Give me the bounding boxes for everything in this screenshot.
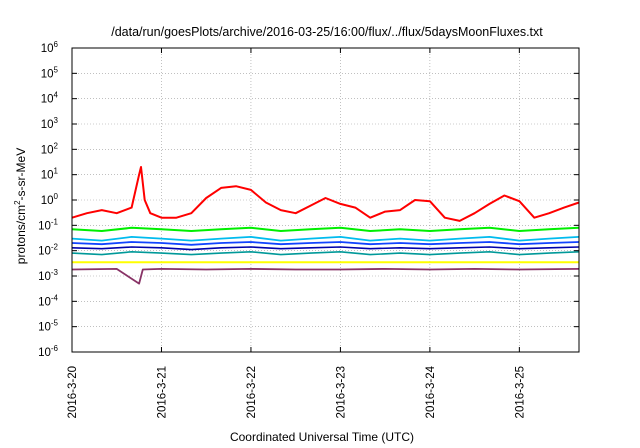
y-tick-label: 105 <box>41 65 59 80</box>
series-line-6 <box>71 251 580 256</box>
x-axis-label: Coordinated Universal Time (UTC) <box>230 430 414 444</box>
y-axis-label-rest: -s-sr-MeV <box>14 148 28 201</box>
y-tick-exponent: -2 <box>51 243 59 252</box>
y-tick-exponent: 1 <box>54 167 59 176</box>
x-tick-label: 2016-3-24 <box>425 365 437 418</box>
y-tick-base: 10 <box>38 347 51 359</box>
y-tick-label: 10-4 <box>38 293 58 308</box>
x-tick-label: 2016-3-25 <box>514 366 526 418</box>
y-tick-exponent: 2 <box>54 141 59 150</box>
y-axis: 10-610-510-410-310-210-11001011021031041… <box>38 40 579 359</box>
y-tick-label: 10-5 <box>38 319 58 334</box>
y-tick-label: 102 <box>41 141 59 156</box>
y-tick-exponent: 3 <box>54 116 59 125</box>
data-series <box>71 166 580 285</box>
y-tick-exponent: 6 <box>54 40 59 49</box>
y-tick-label: 104 <box>41 91 59 106</box>
y-tick-label: 100 <box>41 192 59 207</box>
y-axis-label-superscript: 2 <box>13 200 22 205</box>
grid-lines <box>72 48 579 352</box>
y-tick-label: 101 <box>41 167 59 182</box>
y-tick-exponent: 4 <box>54 91 59 100</box>
y-tick-exponent: -5 <box>51 319 59 328</box>
series-line-2 <box>71 226 580 232</box>
series-line-5 <box>71 246 580 251</box>
series-line-4 <box>71 241 580 246</box>
y-tick-base: 10 <box>41 170 54 182</box>
series-line-1 <box>71 166 580 222</box>
x-tick-label: 2016-3-21 <box>156 366 168 418</box>
series-line-3 <box>71 235 580 242</box>
y-tick-exponent: 5 <box>54 65 59 74</box>
plot-frame <box>71 47 580 353</box>
y-tick-label: 10-3 <box>38 268 58 283</box>
x-tick-label: 2016-3-20 <box>67 366 79 418</box>
y-tick-base: 10 <box>41 119 54 131</box>
y-tick-base: 10 <box>41 43 54 55</box>
y-tick-base: 10 <box>38 296 51 308</box>
chart-title: /data/run/goesPlots/archive/2016-03-25/1… <box>111 25 543 39</box>
y-tick-base: 10 <box>38 220 51 232</box>
y-axis-label-main: protons/cm <box>14 205 28 264</box>
y-axis-label: protons/cm2-s-sr-MeV <box>13 148 28 264</box>
y-tick-label: 10-2 <box>38 243 58 258</box>
x-tick-label: 2016-3-22 <box>246 366 258 418</box>
y-tick-label: 106 <box>41 40 59 55</box>
y-tick-base: 10 <box>38 271 51 283</box>
y-tick-label: 10-6 <box>38 344 58 359</box>
y-tick-exponent: -1 <box>51 217 59 226</box>
y-tick-base: 10 <box>41 144 54 156</box>
y-tick-exponent: 0 <box>54 192 59 201</box>
y-tick-exponent: -6 <box>51 344 59 353</box>
y-tick-label: 10-1 <box>38 217 58 232</box>
series-line-8 <box>71 267 580 285</box>
y-tick-base: 10 <box>38 322 51 334</box>
y-tick-base: 10 <box>41 195 54 207</box>
y-tick-base: 10 <box>41 94 54 106</box>
y-tick-base: 10 <box>41 68 54 80</box>
y-tick-label: 103 <box>41 116 59 131</box>
x-tick-label: 2016-3-23 <box>335 366 347 418</box>
y-tick-exponent: -3 <box>51 268 59 277</box>
x-axis: 2016-3-20 2016-3-21 2016-3-22 2016-3-23 2016… <box>67 48 526 418</box>
y-tick-base: 10 <box>38 246 51 258</box>
y-tick-exponent: -4 <box>51 293 59 302</box>
